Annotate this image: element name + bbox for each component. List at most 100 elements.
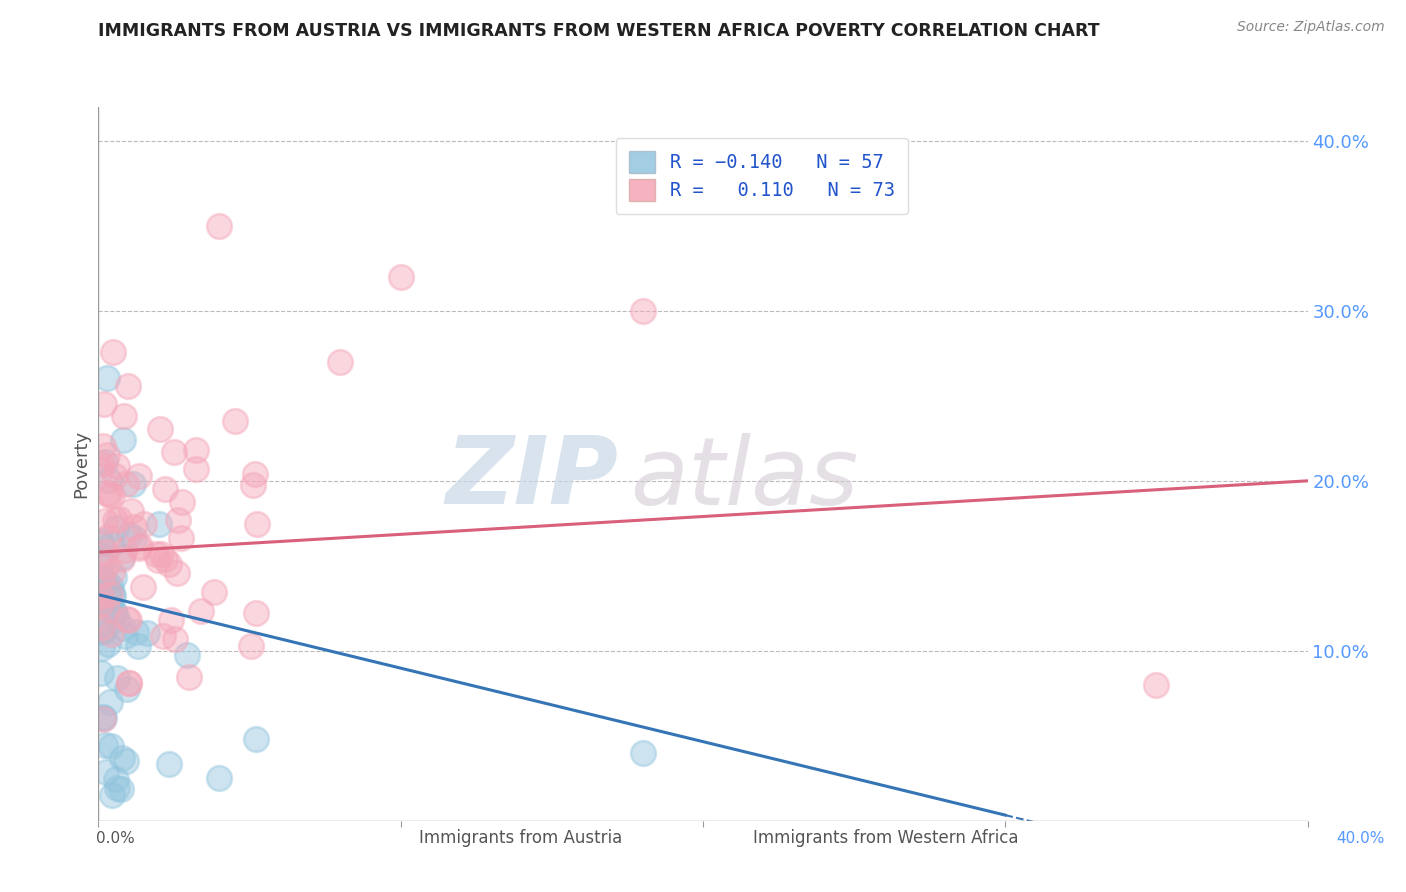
Point (170, 495, 193, 509)
Point (94, 455, 117, 469)
Point (96, 558, 118, 573)
Point (105, 772, 128, 786)
Point (98, 582, 121, 597)
Point (166, 566, 188, 580)
Point (177, 670, 200, 684)
Point (111, 750, 134, 764)
Point (90, 570, 112, 584)
Point (98, 695, 121, 709)
Point (91, 569, 114, 583)
Point (117, 612, 139, 626)
Point (90, 536, 112, 550)
Point (118, 527, 141, 541)
Text: Immigrants from Western Africa: Immigrants from Western Africa (754, 829, 1018, 847)
Text: ZIP: ZIP (446, 432, 619, 524)
Point (631, 304, 654, 318)
Point (190, 604, 212, 618)
Point (127, 640, 149, 654)
Point (240, 639, 263, 653)
Point (107, 458, 129, 473)
Point (90, 549, 112, 564)
Point (122, 477, 145, 491)
Point (1144, 678, 1167, 692)
Point (97, 486, 120, 500)
Point (101, 589, 124, 603)
Point (98, 587, 121, 601)
Point (389, 269, 412, 284)
Point (101, 344, 124, 359)
Point (117, 379, 139, 393)
Point (94, 764, 117, 779)
Text: 0.0%: 0.0% (96, 831, 135, 846)
Point (157, 557, 180, 571)
Point (245, 467, 267, 481)
Point (118, 676, 141, 690)
Point (112, 409, 135, 423)
Point (163, 445, 186, 459)
Point (129, 539, 152, 553)
Point (165, 632, 187, 646)
Point (112, 433, 135, 447)
Point (100, 565, 122, 579)
Point (148, 517, 170, 532)
Point (224, 414, 246, 428)
Point (90, 579, 112, 593)
Point (122, 531, 145, 545)
Point (93, 711, 115, 725)
Point (176, 648, 198, 662)
Text: atlas: atlas (630, 433, 859, 524)
Point (329, 355, 352, 369)
Point (159, 613, 181, 627)
Text: Immigrants from Austria: Immigrants from Austria (419, 829, 621, 847)
Point (208, 219, 231, 233)
Point (90, 457, 112, 471)
Point (114, 629, 136, 643)
Point (242, 478, 264, 492)
Point (208, 771, 231, 785)
Point (105, 612, 128, 626)
Point (94, 545, 117, 559)
Point (111, 549, 134, 564)
Point (94, 574, 117, 588)
Point (114, 543, 136, 558)
Point (246, 517, 269, 532)
Point (115, 754, 138, 768)
Point (631, 746, 654, 760)
Point (90, 666, 112, 681)
Point (98, 488, 121, 502)
Point (104, 521, 127, 535)
Point (91, 710, 114, 724)
Point (186, 442, 208, 457)
Point (153, 482, 176, 496)
Point (100, 587, 122, 601)
Point (115, 681, 138, 696)
Point (100, 627, 122, 641)
Point (148, 552, 170, 566)
Point (170, 531, 193, 545)
Point (125, 625, 148, 640)
Point (167, 513, 190, 527)
Point (122, 520, 145, 534)
Point (100, 537, 122, 551)
Point (103, 468, 125, 483)
Point (103, 569, 125, 583)
Text: IMMIGRANTS FROM AUSTRIA VS IMMIGRANTS FROM WESTERN AFRICA POVERTY CORRELATION CH: IMMIGRANTS FROM AUSTRIA VS IMMIGRANTS FR… (98, 22, 1099, 40)
Point (96, 371, 118, 385)
Point (114, 477, 136, 491)
Point (184, 461, 207, 475)
Point (118, 613, 141, 627)
Point (90, 640, 112, 655)
Point (202, 585, 225, 599)
Point (100, 580, 122, 594)
Point (111, 552, 134, 566)
Point (136, 625, 159, 640)
Point (145, 547, 167, 561)
Text: 40.0%: 40.0% (1337, 831, 1385, 846)
Point (104, 606, 127, 620)
Y-axis label: Poverty: Poverty (72, 430, 90, 498)
Point (97, 637, 120, 651)
Point (149, 422, 172, 436)
Point (93, 738, 115, 752)
Legend: R = −0.140   N = 57, R =   0.110   N = 73: R = −0.140 N = 57, R = 0.110 N = 73 (616, 138, 908, 214)
Point (101, 488, 124, 502)
